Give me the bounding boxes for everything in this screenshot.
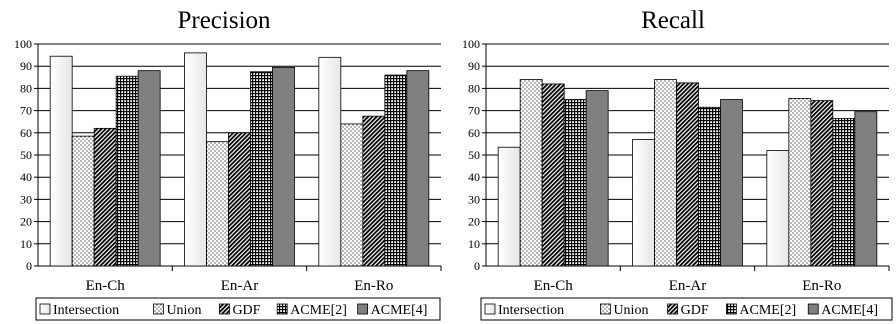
bar-union-en-ar — [654, 79, 677, 267]
bar-intersection-en-ar — [632, 139, 655, 267]
legend-swatch — [219, 303, 230, 315]
legend-swatch — [484, 303, 496, 315]
recall-chart: Recall 0 10 20 30 40 50 60 70 80 90 100 En-Ch En-Ar E… — [448, 0, 896, 324]
bar-acme-4--en-ar — [720, 99, 743, 267]
bar-acme-2--en-ar — [250, 71, 273, 267]
x-tick-label: En-Ar — [669, 278, 707, 294]
bar-union-en-ro — [340, 123, 364, 267]
recall-chart-svg: Recall 0 10 20 30 40 50 60 70 80 90 100 En-Ch En-Ar E… — [462, 7, 893, 321]
y-tick-label: 50 — [468, 148, 480, 162]
bar-union-en-ro — [788, 97, 812, 267]
chart-title: Recall — [641, 7, 705, 34]
bar-acme-4--en-ro — [854, 111, 878, 267]
precision-plot-area: 0 10 20 30 40 50 60 70 80 90 100 En-Ch En-Ar En-Ro Int… — [14, 37, 442, 321]
precision-chart: Precision 0 10 20 30 40 50 60 70 80 90 100 En-Ch En-… — [14, 7, 442, 321]
legend-label: ACME[4] — [821, 303, 878, 318]
legend-swatch — [357, 303, 369, 315]
legend-box — [480, 297, 893, 321]
bar-gdf-en-ar — [228, 132, 251, 267]
legend-label: GDF — [681, 303, 709, 318]
bar-intersection-en-ro — [318, 56, 342, 267]
legend-label: Intersection — [498, 303, 564, 318]
y-tick-label: 60 — [20, 126, 32, 140]
y-tick-label: 40 — [20, 170, 32, 184]
legend-label: ACME[2] — [290, 303, 347, 318]
y-tick-label: 0 — [474, 259, 480, 273]
legend-label: GDF — [232, 303, 260, 318]
y-tick-label: 90 — [20, 59, 32, 73]
legend-label: Union — [166, 303, 201, 318]
bar-union-en-ch — [519, 79, 543, 267]
precision-chart-svg: Precision 0 10 20 30 40 50 60 70 80 90 100 En-Ch En-… — [14, 7, 442, 321]
legend-swatch — [276, 303, 288, 315]
legend-swatch — [667, 303, 679, 315]
x-tick-label: En-Ch — [86, 278, 126, 294]
y-tick-label: 20 — [468, 215, 480, 229]
x-tick-label: En-Ro — [354, 278, 393, 294]
bar-intersection-en-ro — [766, 150, 790, 267]
y-tick-label: 100 — [462, 37, 480, 51]
legend-swatch — [807, 303, 819, 315]
legend-swatch — [39, 303, 51, 315]
chart-title: Precision — [177, 7, 271, 34]
bar-union-en-ar — [206, 141, 229, 267]
y-tick-label: 30 — [20, 192, 32, 206]
legend-swatch — [153, 303, 164, 315]
bar-acme-4--en-ar — [272, 66, 295, 267]
legend-label: Intersection — [53, 303, 119, 318]
bar-intersection-en-ch — [49, 55, 73, 267]
y-tick-label: 20 — [20, 215, 32, 229]
y-tick-label: 100 — [14, 37, 32, 51]
y-tick-label: 40 — [468, 170, 480, 184]
bar-acme-4--en-ro — [406, 70, 430, 267]
recall-plot-area: 0 10 20 30 40 50 60 70 80 90 100 En-Ch En-Ar En-Ro Int… — [462, 37, 893, 321]
y-tick-label: 30 — [468, 192, 480, 206]
bar-acme-2--en-ch — [115, 75, 139, 267]
bar-union-en-ch — [71, 135, 95, 267]
y-tick-label: 10 — [468, 237, 480, 251]
y-tick-label: 90 — [468, 59, 480, 73]
y-tick-label: 70 — [468, 104, 480, 118]
legend-box — [35, 297, 441, 321]
bar-acme-2--en-ro — [384, 74, 408, 267]
y-tick-label: 80 — [468, 81, 480, 95]
legend-swatch — [600, 303, 611, 315]
legend-label: ACME[4] — [371, 303, 428, 318]
legend-swatch — [725, 303, 737, 315]
bar-acme-4--en-ch — [585, 90, 609, 267]
y-tick-label: 70 — [20, 104, 32, 118]
y-tick-label: 10 — [20, 237, 32, 251]
x-tick-label: En-Ar — [221, 278, 259, 294]
bar-gdf-en-ch — [541, 83, 565, 267]
bar-intersection-en-ar — [184, 52, 207, 267]
x-tick-label: En-Ch — [534, 278, 574, 294]
bar-gdf-en-ro — [362, 115, 386, 267]
x-tick-label: En-Ro — [802, 278, 841, 294]
y-tick-label: 0 — [26, 259, 32, 273]
bar-acme-4--en-ch — [137, 70, 161, 267]
y-tick-label: 60 — [468, 126, 480, 140]
y-tick-label: 80 — [20, 81, 32, 95]
y-tick-label: 50 — [20, 148, 32, 162]
bar-acme-2--en-ro — [832, 117, 856, 267]
bar-acme-2--en-ar — [698, 106, 721, 267]
bar-gdf-en-ro — [810, 100, 834, 267]
bar-gdf-en-ar — [676, 82, 699, 267]
bar-intersection-en-ch — [497, 146, 521, 267]
legend-label: Union — [613, 303, 648, 318]
bar-gdf-en-ch — [93, 127, 117, 267]
legend-label: ACME[2] — [739, 303, 796, 318]
bar-acme-2--en-ch — [563, 99, 587, 267]
